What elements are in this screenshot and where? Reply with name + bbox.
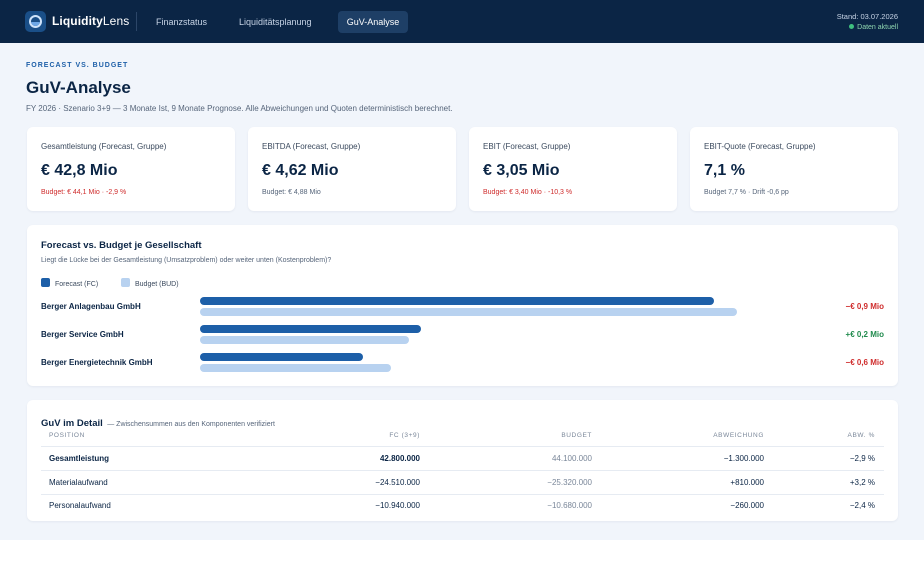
kpi-card-ebit-quote: EBIT-Quote (Forecast, Gruppe) 7,1 % Budg… — [690, 127, 898, 211]
nav-tab-liquiditaetsplanung[interactable]: Liquiditätsplanung — [239, 17, 312, 27]
cell-pct: −2,4 % — [849, 501, 875, 510]
kpi-note: Budget 7,7 % · Drift -0,6 pp — [704, 189, 789, 196]
kpi-label: EBITDA (Forecast, Gruppe) — [262, 142, 361, 151]
cell-diff: −1.300.000 — [723, 454, 764, 463]
cell-position: Materialaufwand — [49, 478, 108, 487]
row-divider — [41, 494, 884, 495]
page-eyebrow: FORECAST VS. BUDGET — [26, 62, 129, 69]
brand-name[interactable]: LiquidityLens — [52, 14, 130, 28]
company-label: Berger Energietechnik GmbH — [41, 358, 153, 367]
company-label: Berger Anlagenbau GmbH — [41, 302, 141, 311]
col-header-pct[interactable]: ABW. % — [847, 432, 875, 439]
company-label: Berger Service GmbH — [41, 330, 124, 339]
kpi-note: Budget: € 4,88 Mio — [262, 189, 321, 196]
kpi-label: Gesamtleistung (Forecast, Gruppe) — [41, 142, 167, 151]
bar-fc-anlagenbau — [200, 297, 714, 305]
bar-bud-anlagenbau — [200, 308, 737, 316]
kpi-card-ebitda: EBITDA (Forecast, Gruppe) € 4,62 Mio Bud… — [248, 127, 456, 211]
cell-fc: −10.940.000 — [375, 501, 420, 510]
bar-fc-service — [200, 325, 421, 333]
nav-tab-finanzstatus[interactable]: Finanzstatus — [156, 17, 208, 27]
cell-diff: +810.000 — [730, 478, 764, 487]
legend-forecast: Forecast (FC) — [41, 278, 98, 289]
detail-panel: GuV im Detail — Zwischensummen aus den K… — [27, 400, 898, 521]
cell-fc: −24.510.000 — [375, 478, 420, 487]
comparison-title: Forecast vs. Budget je Gesellschaft — [41, 240, 202, 251]
company-diff: +€ 0,2 Mio — [845, 330, 884, 339]
comparison-panel: Forecast vs. Budget je Gesellschaft Lieg… — [27, 225, 898, 386]
legend-budget: Budget (BUD) — [121, 278, 179, 289]
kpi-value: € 4,62 Mio — [262, 162, 339, 179]
company-diff: −€ 0,9 Mio — [845, 302, 884, 311]
data-status: Daten aktuell — [849, 24, 898, 31]
legend-swatch-bud — [121, 278, 130, 287]
col-header-diff[interactable]: ABWEICHUNG — [713, 432, 764, 439]
comparison-subtitle: Liegt die Lücke bei der Gesamtleistung (… — [41, 257, 332, 264]
kpi-label: EBIT-Quote (Forecast, Gruppe) — [704, 142, 816, 151]
detail-heading: GuV im Detail — Zwischensummen aus den K… — [41, 413, 275, 431]
kpi-value: 7,1 % — [704, 162, 745, 179]
kpi-value: € 3,05 Mio — [483, 162, 560, 179]
cell-diff: −260.000 — [730, 501, 764, 510]
cell-budget: 44.100.000 — [551, 454, 592, 463]
cell-budget: −10.680.000 — [547, 501, 592, 510]
bar-bud-service — [200, 336, 409, 344]
row-divider — [41, 470, 884, 471]
cell-position: Personalaufwand — [49, 501, 111, 510]
cell-fc: 42.800.000 — [379, 454, 420, 463]
nav-divider — [136, 12, 137, 31]
legend-swatch-fc — [41, 278, 50, 287]
data-timestamp: Stand: 03.07.2026 — [836, 12, 898, 21]
page-title: GuV-Analyse — [26, 78, 131, 97]
cell-pct: +3,2 % — [849, 478, 875, 487]
top-bar: LiquidityLens Finanzstatus Liquiditätspl… — [0, 0, 924, 43]
header-divider — [41, 446, 884, 447]
bar-bud-energietechnik — [200, 364, 391, 372]
company-diff: −€ 0,6 Mio — [845, 358, 884, 367]
col-header-fc[interactable]: FC (3+9) — [389, 432, 420, 439]
kpi-label: EBIT (Forecast, Gruppe) — [483, 142, 571, 151]
col-header-position[interactable]: POSITION — [49, 432, 85, 439]
kpi-card-ebit: EBIT (Forecast, Gruppe) € 3,05 Mio Budge… — [469, 127, 677, 211]
detail-subtitle: — Zwischensummen aus den Komponenten ver… — [107, 421, 275, 428]
col-header-budget[interactable]: BUDGET — [561, 432, 592, 439]
detail-title: GuV im Detail — [41, 418, 103, 429]
kpi-card-gesamtleistung: Gesamtleistung (Forecast, Gruppe) € 42,8… — [27, 127, 235, 211]
kpi-note: Budget: € 3,40 Mio · -10,3 % — [483, 189, 573, 196]
kpi-value: € 42,8 Mio — [41, 162, 118, 179]
cell-position: Gesamtleistung — [49, 454, 110, 463]
nav-tab-guv-analyse[interactable]: GuV-Analyse — [338, 11, 408, 33]
page-subtitle: FY 2026 · Szenario 3+9 — 3 Monate Ist, 9… — [26, 104, 453, 113]
logo-icon[interactable] — [25, 11, 46, 32]
kpi-note: Budget: € 44,1 Mio · -2,9 % — [41, 189, 127, 196]
cell-pct: −2,9 % — [849, 454, 875, 463]
cell-budget: −25.320.000 — [547, 478, 592, 487]
status-dot-icon — [849, 24, 855, 29]
bar-fc-energietechnik — [200, 353, 363, 361]
